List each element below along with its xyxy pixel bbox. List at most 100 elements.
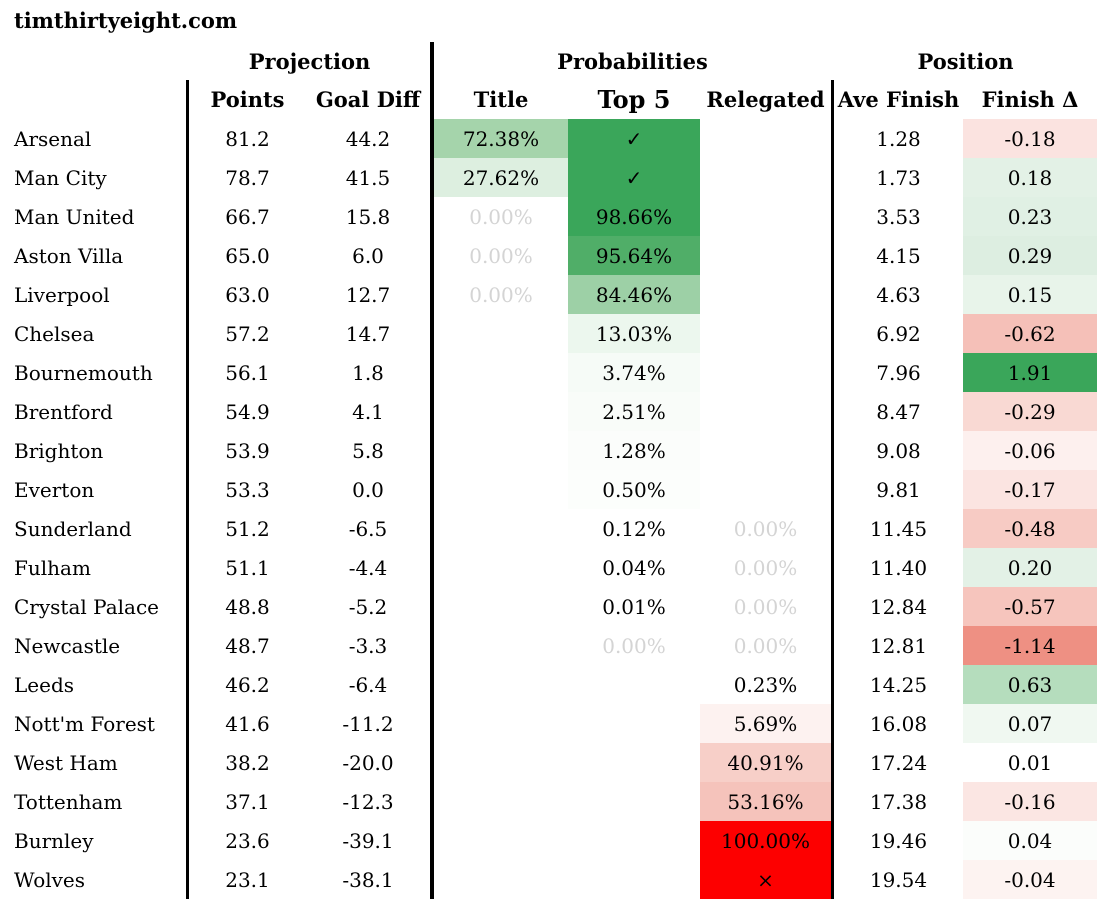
col-header-finish-delta: Finish Δ [981, 87, 1079, 112]
cell-points: 46.2 [225, 672, 270, 697]
cell-goal-diff: 4.1 [352, 399, 384, 424]
cell-goal-diff: -6.4 [348, 672, 388, 697]
cell-points: 41.6 [225, 711, 270, 736]
cell-points: 56.1 [225, 360, 270, 385]
projection-table: Projection Probabilities Position Points… [0, 42, 1114, 899]
cell-goal-diff: -12.3 [342, 789, 394, 814]
team-name: Fulham [14, 555, 91, 580]
cell-finish-delta: 0.07 [963, 704, 1097, 743]
col-header-ave-finish: Ave Finish [837, 87, 960, 112]
cell-ave-finish: 17.24 [869, 750, 928, 775]
cell-goal-diff: 15.8 [345, 204, 391, 229]
cell-goal-diff: -11.2 [342, 711, 394, 736]
cell-top5: 0.50% [568, 470, 700, 509]
cell-finish-delta: 0.18 [963, 158, 1097, 197]
cell-ave-finish: 6.92 [876, 321, 921, 346]
divider-team-projection [186, 80, 189, 899]
cell-ave-finish: 7.96 [876, 360, 921, 385]
cell-goal-diff: -38.1 [342, 867, 394, 892]
col-header-goal-diff: Goal Diff [315, 87, 421, 112]
team-name: Man City [14, 165, 107, 190]
cell-ave-finish: 3.53 [876, 204, 921, 229]
cell-points: 57.2 [225, 321, 270, 346]
cell-relegated: × [700, 860, 831, 899]
cell-top5 [568, 782, 700, 821]
cell-title [434, 587, 568, 626]
team-name: Sunderland [14, 516, 132, 541]
cell-title [434, 626, 568, 665]
cell-points: 53.3 [225, 477, 270, 502]
cell-top5: 95.64% [568, 236, 700, 275]
cell-ave-finish: 11.45 [869, 516, 928, 541]
cell-ave-finish: 11.40 [869, 555, 928, 580]
col-header-title: Title [473, 87, 529, 112]
cell-points: 23.1 [225, 867, 270, 892]
cell-relegated: 0.23% [733, 672, 798, 697]
cell-title: 27.62% [434, 158, 568, 197]
cell-top5 [568, 665, 700, 704]
col-header-relegated: Relegated [706, 87, 825, 112]
team-name: Crystal Palace [14, 594, 159, 619]
team-name: Burnley [14, 828, 94, 853]
cell-finish-delta: -1.14 [963, 626, 1097, 665]
team-name: Liverpool [14, 282, 110, 307]
cell-title [434, 314, 568, 353]
team-name: Aston Villa [14, 243, 124, 268]
cell-ave-finish: 12.81 [869, 633, 928, 658]
team-name: Wolves [14, 867, 86, 892]
cell-finish-delta: 0.29 [963, 236, 1097, 275]
cell-title [434, 548, 568, 587]
team-name: Brentford [14, 399, 113, 424]
cell-title [434, 431, 568, 470]
cell-title: 0.00% [469, 243, 533, 268]
cell-title [434, 743, 568, 782]
group-header-projection: Projection [248, 48, 371, 74]
cell-goal-diff: 44.2 [345, 126, 391, 151]
col-header-points: Points [210, 87, 285, 112]
cell-title: 0.00% [469, 282, 533, 307]
team-name: Nott'm Forest [14, 711, 155, 736]
cell-goal-diff: 12.7 [345, 282, 391, 307]
cell-goal-diff: -5.2 [348, 594, 388, 619]
team-name: Man United [14, 204, 135, 229]
team-name: West Ham [14, 750, 118, 775]
cell-ave-finish: 19.46 [869, 828, 928, 853]
cell-ave-finish: 4.15 [876, 243, 921, 268]
cell-top5: 13.03% [568, 314, 700, 353]
cell-title [434, 509, 568, 548]
cell-top5 [568, 704, 700, 743]
cell-top5: 2.51% [568, 392, 700, 431]
team-name: Brighton [14, 438, 104, 463]
cell-relegated: 0.00% [733, 594, 798, 619]
cell-relegated: 100.00% [700, 821, 831, 860]
team-name: Bournemouth [14, 360, 153, 385]
cell-relegated: 53.16% [700, 782, 831, 821]
cell-goal-diff: -39.1 [342, 828, 394, 853]
cell-relegated: 5.69% [700, 704, 831, 743]
cell-relegated: 0.00% [733, 516, 798, 541]
cell-goal-diff: -6.5 [348, 516, 388, 541]
cell-finish-delta: 0.15 [963, 275, 1097, 314]
cell-points: 38.2 [225, 750, 270, 775]
cell-goal-diff: 41.5 [345, 165, 391, 190]
cell-points: 51.2 [225, 516, 270, 541]
cell-relegated [700, 275, 831, 314]
cell-points: 37.1 [225, 789, 270, 814]
cell-top5 [568, 860, 700, 899]
divider-probabilities-position [831, 80, 834, 899]
cell-relegated [700, 158, 831, 197]
cell-top5 [568, 821, 700, 860]
cell-relegated: 40.91% [700, 743, 831, 782]
cell-top5: 3.74% [568, 353, 700, 392]
cell-goal-diff: -4.4 [348, 555, 388, 580]
team-name: Tottenham [14, 789, 123, 814]
cell-title: 72.38% [434, 119, 568, 158]
cell-title [434, 353, 568, 392]
cell-goal-diff: 14.7 [345, 321, 391, 346]
col-header-top5: Top 5 [597, 85, 671, 114]
cell-ave-finish: 17.38 [869, 789, 928, 814]
cell-finish-delta: 0.20 [963, 548, 1097, 587]
cell-finish-delta: -0.04 [963, 860, 1097, 899]
cell-goal-diff: 6.0 [352, 243, 384, 268]
